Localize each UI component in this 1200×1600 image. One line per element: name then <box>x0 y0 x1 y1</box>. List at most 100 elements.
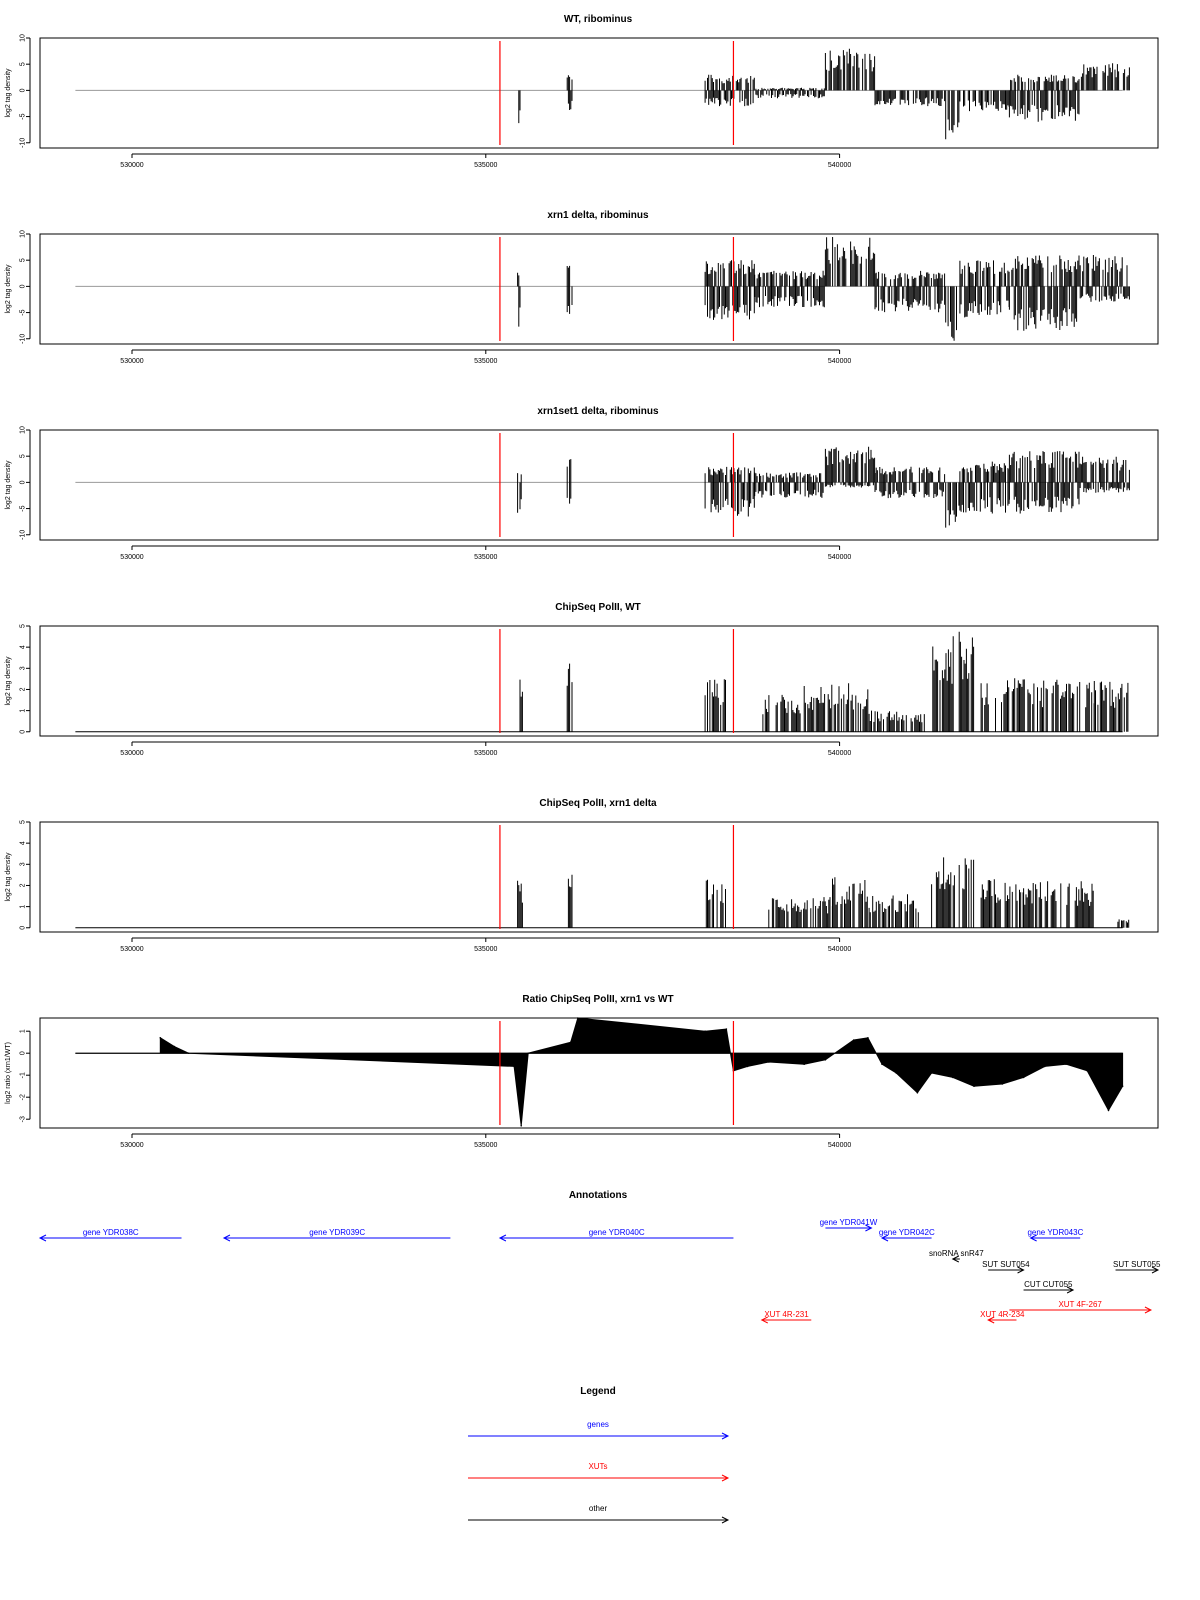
signal-bars <box>1093 681 1129 732</box>
y-tick-label: 0 <box>20 1051 27 1055</box>
arrow-right-icon <box>1151 1266 1160 1274</box>
y-tick-label: 4 <box>20 645 27 649</box>
annotations-panel: Annotations gene YDR038C gene YDR039C gene … <box>38 1190 1161 1324</box>
annotation-feature: snoRNA snR47 <box>929 1249 984 1263</box>
signal-bars <box>755 87 825 99</box>
annotations-title: Annotations <box>569 1190 628 1201</box>
signal-bars <box>1079 255 1130 302</box>
y-tick-label: 5 <box>20 62 27 66</box>
y-axis: 0 1 2 3 4 5 log2 tag density <box>5 820 31 930</box>
signal-segment <box>1117 919 1130 928</box>
y-axis: 0 1 2 3 4 5 log2 tag density <box>5 624 31 734</box>
signal-segment <box>824 446 876 488</box>
signal-segment <box>980 678 1038 732</box>
signal-segment <box>980 879 1024 928</box>
y-axis-label: log2 tag density <box>5 264 12 314</box>
signal-bars <box>868 710 925 732</box>
feature-label: CUT CUT055 <box>1024 1280 1073 1289</box>
signal-bars <box>980 678 1038 732</box>
y-tick-label: -10 <box>20 334 27 344</box>
annotation-feature: XUT 4F-267 <box>1009 1300 1153 1314</box>
annotation-feature: XUT 4R-234 <box>980 1310 1025 1324</box>
annotation-feature: gene YDR038C <box>38 1228 182 1242</box>
feature-label: gene YDR039C <box>309 1228 365 1237</box>
signal-bars <box>874 270 946 313</box>
feature-label: gene YDR042C <box>879 1228 935 1237</box>
signal-segment <box>566 663 573 732</box>
x-axis: 530000 535000 540000 <box>120 349 851 365</box>
arrow-left-icon <box>1029 1234 1037 1242</box>
y-tick-label: 5 <box>20 258 27 262</box>
signal-segment <box>832 877 868 928</box>
y-tick-label: -10 <box>20 138 27 148</box>
arrow-right-icon <box>721 1432 730 1440</box>
y-tick-label: 0 <box>20 926 27 930</box>
signal-segment <box>824 237 876 287</box>
signal-segment <box>704 74 755 107</box>
x-tick-label: 535000 <box>474 554 497 561</box>
y-tick-label: -5 <box>20 113 27 119</box>
annotation-feature: gene YDR042C <box>879 1228 935 1242</box>
signal-bars <box>945 286 957 341</box>
signal-bars <box>754 270 825 308</box>
signal-segment <box>517 473 522 513</box>
y-tick-label: 2 <box>20 883 27 887</box>
y-tick-label: 5 <box>20 820 27 824</box>
y-tick-label: 3 <box>20 666 27 670</box>
x-axis: 530000 535000 540000 <box>120 1133 851 1149</box>
signal-segment <box>945 286 957 341</box>
signal-bars <box>704 679 726 732</box>
y-tick-label: 1 <box>20 905 27 909</box>
panel-4: ChipSeq PolII, WT 0 1 2 3 4 5 log2 tag density 5… <box>5 602 1159 757</box>
signal-segment <box>567 874 573 928</box>
signal-bars <box>868 894 919 928</box>
signal-segment <box>959 90 1010 112</box>
signal-bars <box>1117 919 1130 928</box>
signal-segment <box>519 679 523 732</box>
signal-segment <box>704 466 755 517</box>
data-marks <box>518 48 1130 140</box>
x-axis: 530000 535000 540000 <box>120 545 851 561</box>
signal-segment <box>874 270 946 313</box>
arrow-left-icon <box>880 1234 889 1242</box>
arrow-left-icon <box>38 1234 47 1242</box>
signal-bars <box>1008 74 1080 122</box>
signal-segment <box>868 894 919 928</box>
plot-frame <box>39 625 1159 737</box>
signal-segment <box>874 466 946 499</box>
signal-segment <box>517 272 521 327</box>
annotation-feature: SUT SUT054 <box>982 1260 1030 1274</box>
panel-title: Ratio ChipSeq PolII, xrn1 vs WT <box>522 994 673 1005</box>
signal-bars <box>824 237 876 287</box>
panel-6: Ratio ChipSeq PolII, xrn1 vs WT -3 -2 -1 0 1 l… <box>5 994 1159 1149</box>
x-tick-label: 540000 <box>828 946 851 953</box>
signal-segment <box>517 880 523 928</box>
arrow-left-icon <box>951 1255 960 1263</box>
arrow-left-icon <box>498 1234 507 1242</box>
x-tick-label: 530000 <box>120 946 143 953</box>
y-tick-label: 10 <box>20 426 27 434</box>
legend-entry: genes <box>468 1420 730 1440</box>
signal-bars <box>567 874 573 928</box>
annotation-feature: XUT 4R-231 <box>760 1310 812 1324</box>
x-tick-label: 530000 <box>120 554 143 561</box>
signal-bars <box>517 880 523 928</box>
signal-segment <box>931 857 975 928</box>
y-tick-label: 10 <box>20 230 27 238</box>
feature-label: gene YDR041W <box>820 1218 878 1227</box>
y-axis-label: log2 ratio (xrn1/WT) <box>5 1042 12 1104</box>
signal-segment <box>566 265 573 314</box>
signal-segment <box>1008 451 1080 514</box>
arrow-right-icon <box>1066 1286 1075 1294</box>
signal-segment <box>704 679 726 732</box>
x-tick-label: 530000 <box>120 750 143 757</box>
feature-label: XUT 4F-267 <box>1058 1300 1102 1309</box>
legend-label: XUTs <box>588 1462 607 1471</box>
legend-label: genes <box>587 1420 609 1429</box>
signal-segment <box>1023 881 1094 928</box>
feature-label: SUT SUT055 <box>1113 1260 1161 1269</box>
data-marks <box>75 1017 1124 1127</box>
signal-bars <box>519 679 523 732</box>
signal-segment <box>932 631 975 732</box>
feature-label: SUT SUT054 <box>982 1260 1030 1269</box>
